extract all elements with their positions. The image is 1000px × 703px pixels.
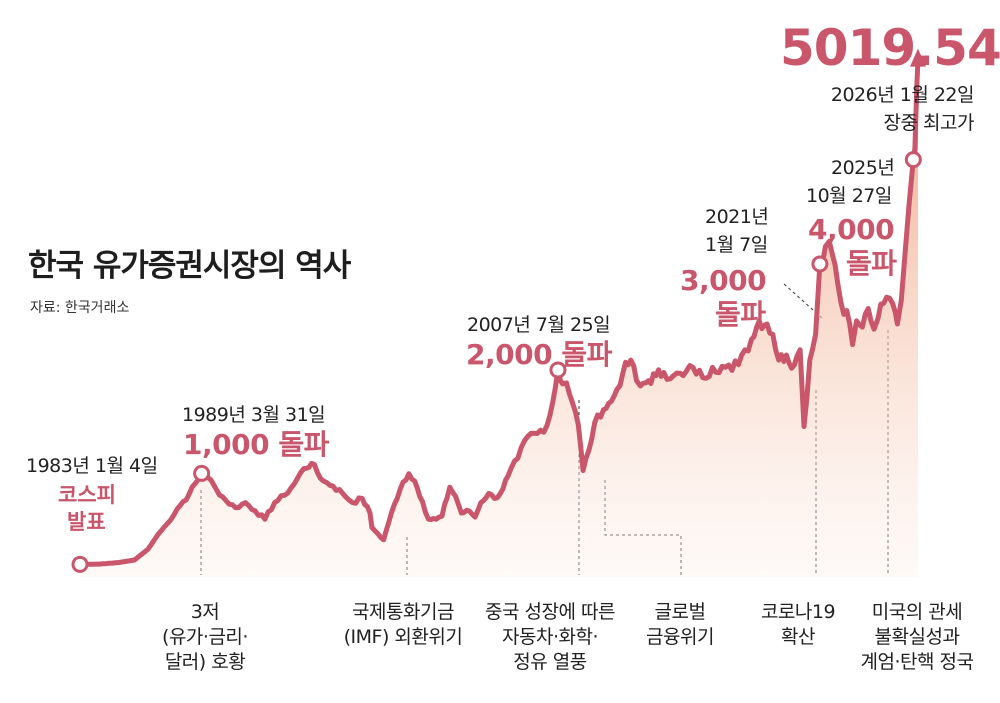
milestone-1989-date: 1989년 3월 31일 [182,404,326,426]
milestone-2025-date-2: 10월 27일 [806,185,892,207]
event-line: 불확실성과 [874,626,960,648]
marker-2021 [811,255,829,273]
marker-2025 [904,151,922,169]
event-line: 미국의 관세 [871,601,963,623]
milestone-markers [71,151,922,573]
event-three-lows: 3저 (유가·금리· 달러) 호황 [150,600,260,675]
source-note: 자료: 한국거래소 [30,300,130,316]
event-line: (유가·금리· [162,626,248,648]
event-line: 확산 [781,626,815,648]
event-line: 정유 열풍 [513,651,587,673]
milestone-2025-label: 4,000 [808,213,895,246]
milestone-2007-label: 2,000 돌파 [466,338,612,371]
peak-date: 2026년 1월 22일 [830,84,975,106]
milestone-2007-date: 2007년 7월 25일 [467,314,611,336]
milestone-1983-label-2: 발표 [67,510,106,534]
event-line: 자동차·화학· [502,626,598,648]
event-line: 계엄·탄핵 정국 [860,651,974,673]
milestone-1983-label: 코스피 [58,483,116,507]
marker-2007 [549,361,567,379]
peak-label: 장중 최고가 [883,112,975,134]
peak-arrow-icon [910,48,926,67]
milestone-2025-label-2: 돌파 [846,247,897,280]
event-line: 중국 성장에 따른 [485,601,615,623]
milestone-2025-date-1: 2025년 [831,157,895,179]
peak-value: 5019.54 [780,19,1000,77]
event-line: 3저 [190,601,220,623]
milestone-2021-date-1: 2021년 [705,206,769,228]
event-tariff-martial-law: 미국의 관세 불확실성과 계엄·탄핵 정국 [844,600,990,675]
event-china-growth: 중국 성장에 따른 자동차·화학· 정유 열풍 [470,600,630,675]
event-line: 국제통화기금 [352,601,454,623]
event-line: 코로나19 [760,601,836,623]
marker-1983 [71,555,89,573]
kospi-series-line [77,56,921,567]
event-global-financial-crisis: 글로벌 금융위기 [630,600,730,650]
milestone-2021-date-2: 1월 7일 [705,234,768,256]
kospi-area-fill [80,58,918,578]
milestone-1983-date: 1983년 1월 4일 [26,455,158,477]
milestone-2021-label: 3,000 [680,264,767,297]
milestone-2021-label-2: 돌파 [715,298,766,331]
event-covid19: 코로나19 확산 [748,600,848,650]
chart-title: 한국 유가증권시장의 역사 [28,248,351,284]
event-line: (IMF) 외환위기 [343,626,463,648]
event-line: 금융위기 [646,626,714,648]
event-line: 글로벌 [654,601,706,623]
marker-1989 [193,464,211,482]
event-imf-crisis: 국제통화기금 (IMF) 외환위기 [318,600,488,650]
event-line: 달러) 호황 [164,651,246,673]
milestone-1989-label: 1,000 돌파 [183,428,329,461]
